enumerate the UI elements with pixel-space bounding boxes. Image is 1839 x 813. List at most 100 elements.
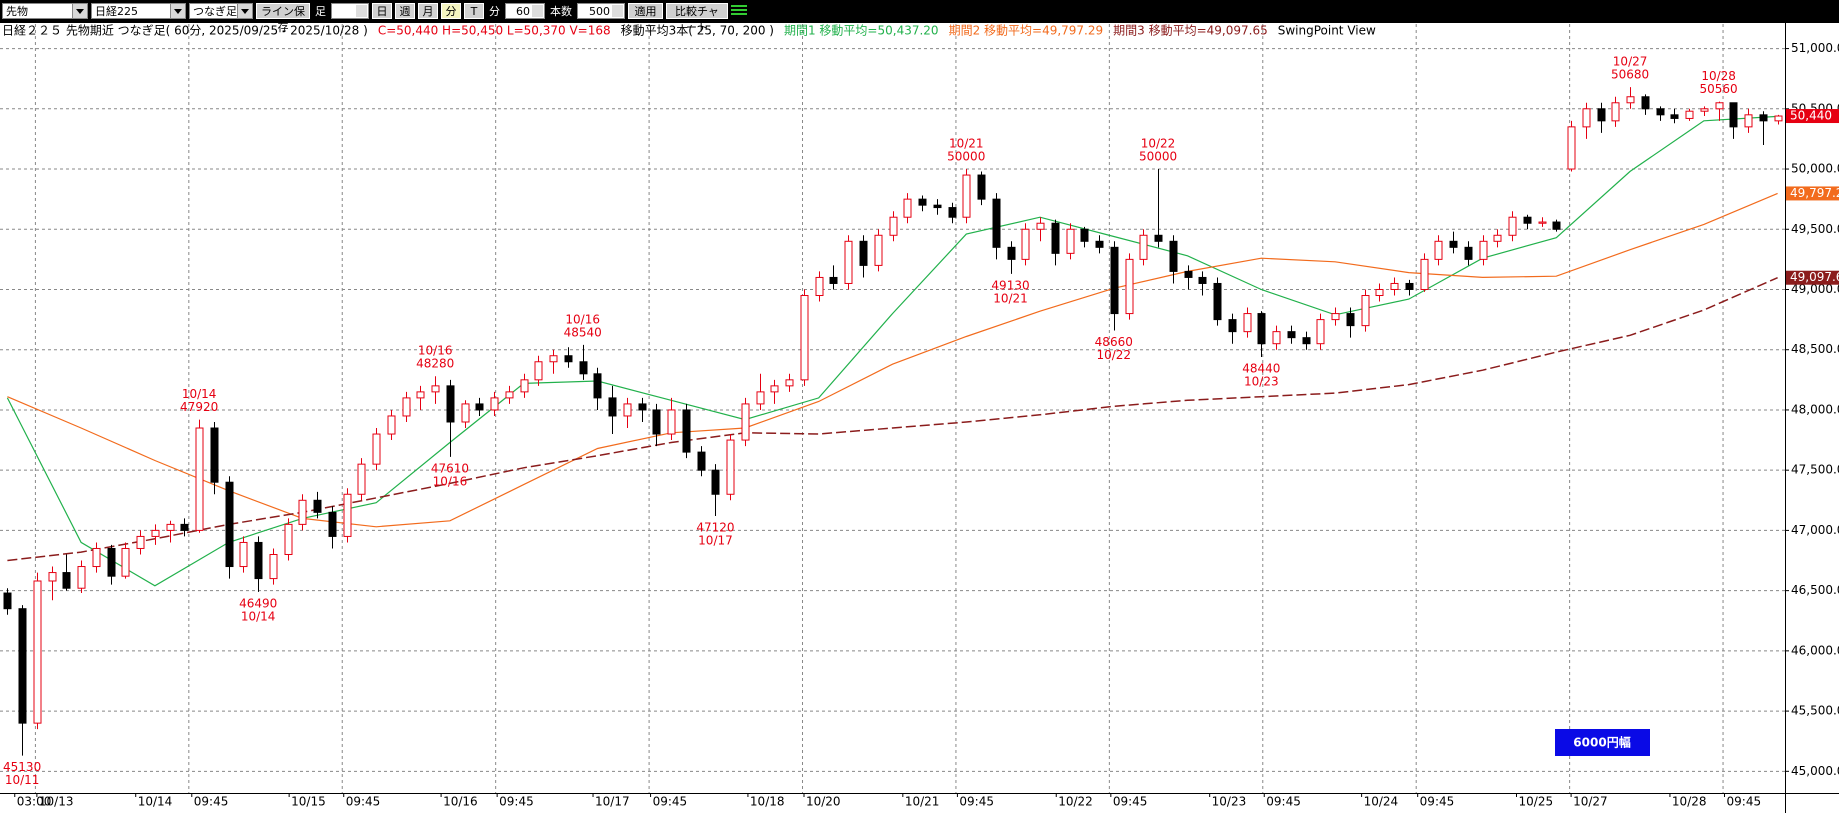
candle-body: [62, 572, 71, 589]
candle-body: [770, 385, 779, 393]
candle-body: [785, 379, 794, 387]
candle-body: [269, 553, 278, 580]
candle-body: [1626, 96, 1635, 104]
candle-body: [1493, 234, 1502, 242]
candle-body: [1611, 102, 1620, 122]
candle-body: [195, 427, 204, 531]
candle-body: [1272, 331, 1281, 345]
x-tick-label: 10/17: [595, 795, 630, 809]
market-select[interactable]: 先物: [2, 3, 88, 19]
y-tick-label: 45,000.0: [1791, 764, 1839, 778]
candle-body: [402, 397, 411, 417]
x-tick-label: 09:45: [1266, 795, 1301, 809]
candle-body: [1538, 221, 1547, 224]
candle-body: [579, 361, 588, 375]
y-tick-label: 45,500.0: [1791, 704, 1839, 718]
candle-body: [461, 403, 470, 423]
swing-value: 50560: [1700, 82, 1738, 96]
candle-body: [1582, 108, 1591, 128]
candle-body: [756, 391, 765, 405]
x-tick-label: 09:45: [1727, 795, 1762, 809]
candle-body: [92, 547, 101, 568]
y-tick-label: 46,500.0: [1791, 583, 1839, 597]
mode-select[interactable]: つなぎ足: [189, 3, 253, 19]
candle-body: [210, 427, 219, 483]
week-button[interactable]: 週: [395, 3, 415, 19]
swing-value: 47920: [180, 400, 218, 414]
swing-date: 10/14: [182, 387, 217, 401]
price-mark-label: 50,440: [1790, 109, 1832, 123]
candle-body: [18, 608, 27, 724]
candle-body: [1375, 288, 1384, 297]
swing-value: 45130: [3, 760, 41, 774]
candle-body: [254, 541, 263, 580]
month-button[interactable]: 月: [418, 3, 438, 19]
price-mark-label: 49,097.6: [1790, 270, 1839, 284]
unit-label: 分: [489, 5, 500, 18]
x-tick-label: 10/13: [39, 795, 74, 809]
swing-date: 10/11: [5, 773, 40, 787]
bar-input[interactable]: [331, 3, 369, 19]
info-text: 期間3 移動平均=49,097.65: [1113, 24, 1268, 38]
info-text: SwingPoint View: [1278, 24, 1376, 38]
candle-body: [800, 295, 809, 381]
x-tick-label: 10/22: [1058, 795, 1093, 809]
symbol-text: 日経225: [95, 5, 138, 18]
swing-date: 10/28: [1701, 69, 1736, 83]
candle-body: [239, 541, 248, 568]
swing-value: 50680: [1611, 68, 1649, 82]
apply-button[interactable]: 適用: [628, 3, 663, 19]
candle-body: [505, 391, 514, 399]
candle-body: [844, 240, 853, 284]
candle-body: [136, 535, 145, 549]
count-input[interactable]: 500: [577, 3, 625, 19]
candle-body: [372, 433, 381, 465]
info-text: C=50,440 H=50,450 L=50,370 V=168: [378, 24, 611, 38]
candle-body: [962, 174, 971, 218]
interval-input[interactable]: 60: [505, 3, 545, 19]
y-tick-label: 49,000.0: [1791, 282, 1839, 296]
candle-body: [3, 592, 12, 610]
menu-icon[interactable]: [731, 5, 747, 17]
candle-body: [475, 403, 484, 411]
candle-body: [151, 529, 160, 537]
x-tick-label: 10/18: [750, 795, 785, 809]
swing-value: 47610: [431, 461, 469, 475]
day-button[interactable]: 日: [372, 3, 392, 19]
candle-body: [1154, 234, 1163, 242]
y-tick-label: 49,500.0: [1791, 222, 1839, 236]
candle-body: [1213, 282, 1222, 321]
candle-body: [859, 240, 868, 266]
candle-body: [874, 234, 883, 266]
y-tick-label: 47,000.0: [1791, 523, 1839, 537]
candle-body: [1759, 114, 1768, 122]
candle-body: [166, 523, 175, 531]
info-text: 期間1 移動平均=50,437.20: [784, 24, 939, 38]
candle-body: [1715, 102, 1724, 110]
candle-body: [638, 403, 647, 411]
candle-body: [490, 397, 499, 411]
candle-body: [726, 439, 735, 495]
candle-body: [623, 403, 632, 417]
candle-body: [829, 276, 838, 284]
candle-body: [225, 481, 234, 568]
save-button[interactable]: ライン保存: [256, 3, 310, 34]
minute-button[interactable]: 分: [441, 3, 461, 19]
candle-body: [1685, 110, 1694, 119]
candle-body: [1125, 258, 1134, 315]
x-tick-label: 10/28: [1672, 795, 1707, 809]
candle-body: [1464, 246, 1473, 260]
tick-button[interactable]: T: [464, 3, 484, 19]
candle-body: [933, 204, 942, 209]
candle-body: [1169, 240, 1178, 272]
badge: 6000円幅: [1573, 735, 1630, 750]
candle-body: [1346, 313, 1355, 327]
compare-button[interactable]: 比較チャート: [666, 3, 728, 34]
symbol-select[interactable]: 日経225: [91, 3, 186, 19]
candle-body: [1552, 221, 1561, 230]
candle-body: [1080, 228, 1089, 242]
candle-body: [608, 397, 617, 417]
y-tick-label: 47,500.0: [1791, 463, 1839, 477]
swing-date: 10/16: [418, 344, 453, 358]
